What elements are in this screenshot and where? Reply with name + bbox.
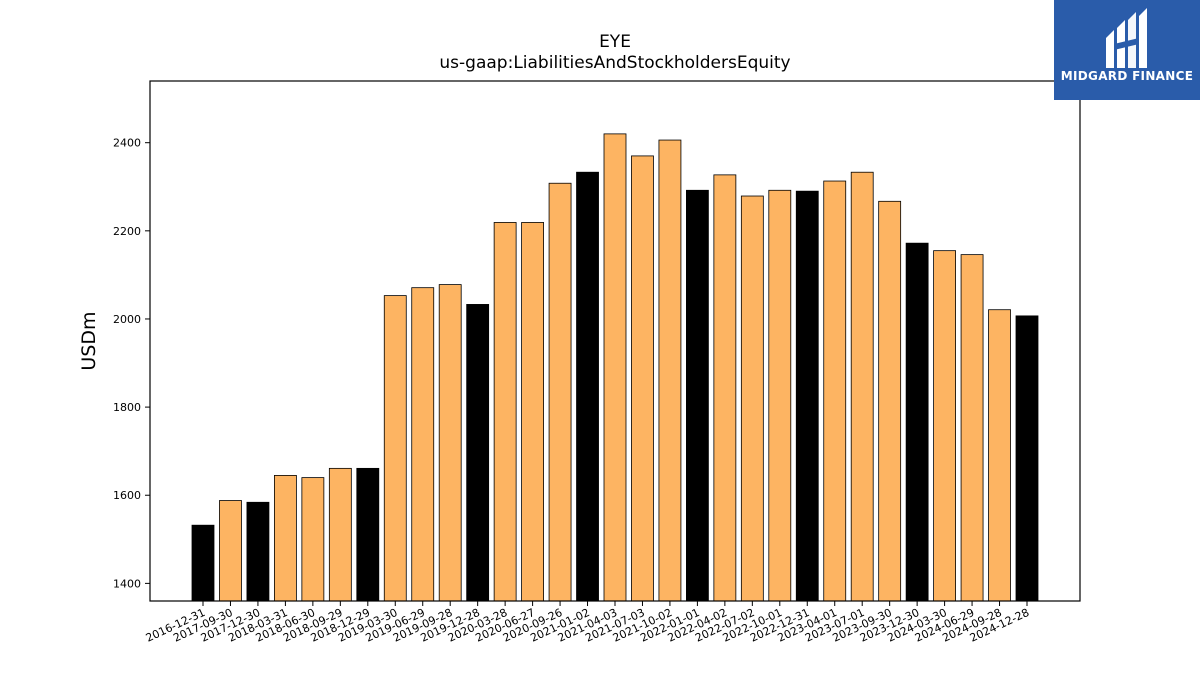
bar (740, 195, 764, 602)
bar (878, 200, 902, 602)
logo-text: MIDGARD FINANCE (1060, 69, 1194, 83)
bar (191, 524, 215, 602)
bar (493, 222, 517, 602)
bar (301, 477, 325, 602)
midgard-logo-icon (1106, 8, 1147, 68)
bar (548, 182, 572, 602)
bar (219, 500, 242, 602)
y-tick-label: 2000 (113, 313, 141, 326)
bar (960, 254, 984, 602)
bar (246, 501, 270, 602)
bar (1015, 315, 1039, 602)
bar (988, 309, 1011, 602)
y-axis-label: USDm (78, 311, 100, 370)
bar (795, 190, 819, 602)
midgard-finance-logo: MIDGARD FINANCE (1054, 0, 1200, 100)
bar (328, 467, 352, 602)
bar (658, 139, 682, 602)
bar (576, 171, 599, 602)
bar (823, 180, 847, 602)
bar (686, 189, 709, 602)
y-tick-label: 1400 (113, 577, 141, 590)
bar (905, 242, 929, 602)
chart-subtitle: us-gaap:LiabilitiesAndStockholdersEquity (439, 53, 791, 73)
bar (713, 174, 737, 602)
bar (411, 287, 435, 602)
bar (631, 155, 654, 602)
bar (356, 467, 380, 602)
y-tick-label: 2400 (113, 137, 141, 150)
y-tick-label: 1600 (113, 489, 141, 502)
y-tick-label: 1800 (113, 401, 141, 414)
bar (438, 284, 462, 602)
bar (603, 133, 627, 602)
bar (850, 171, 874, 602)
bar (521, 222, 544, 602)
bar (466, 304, 490, 602)
bar (933, 250, 956, 602)
chart-title: EYE (599, 32, 631, 52)
y-tick-label: 2200 (113, 225, 141, 238)
bar (768, 189, 792, 602)
bar (383, 295, 407, 602)
bar (273, 475, 297, 602)
